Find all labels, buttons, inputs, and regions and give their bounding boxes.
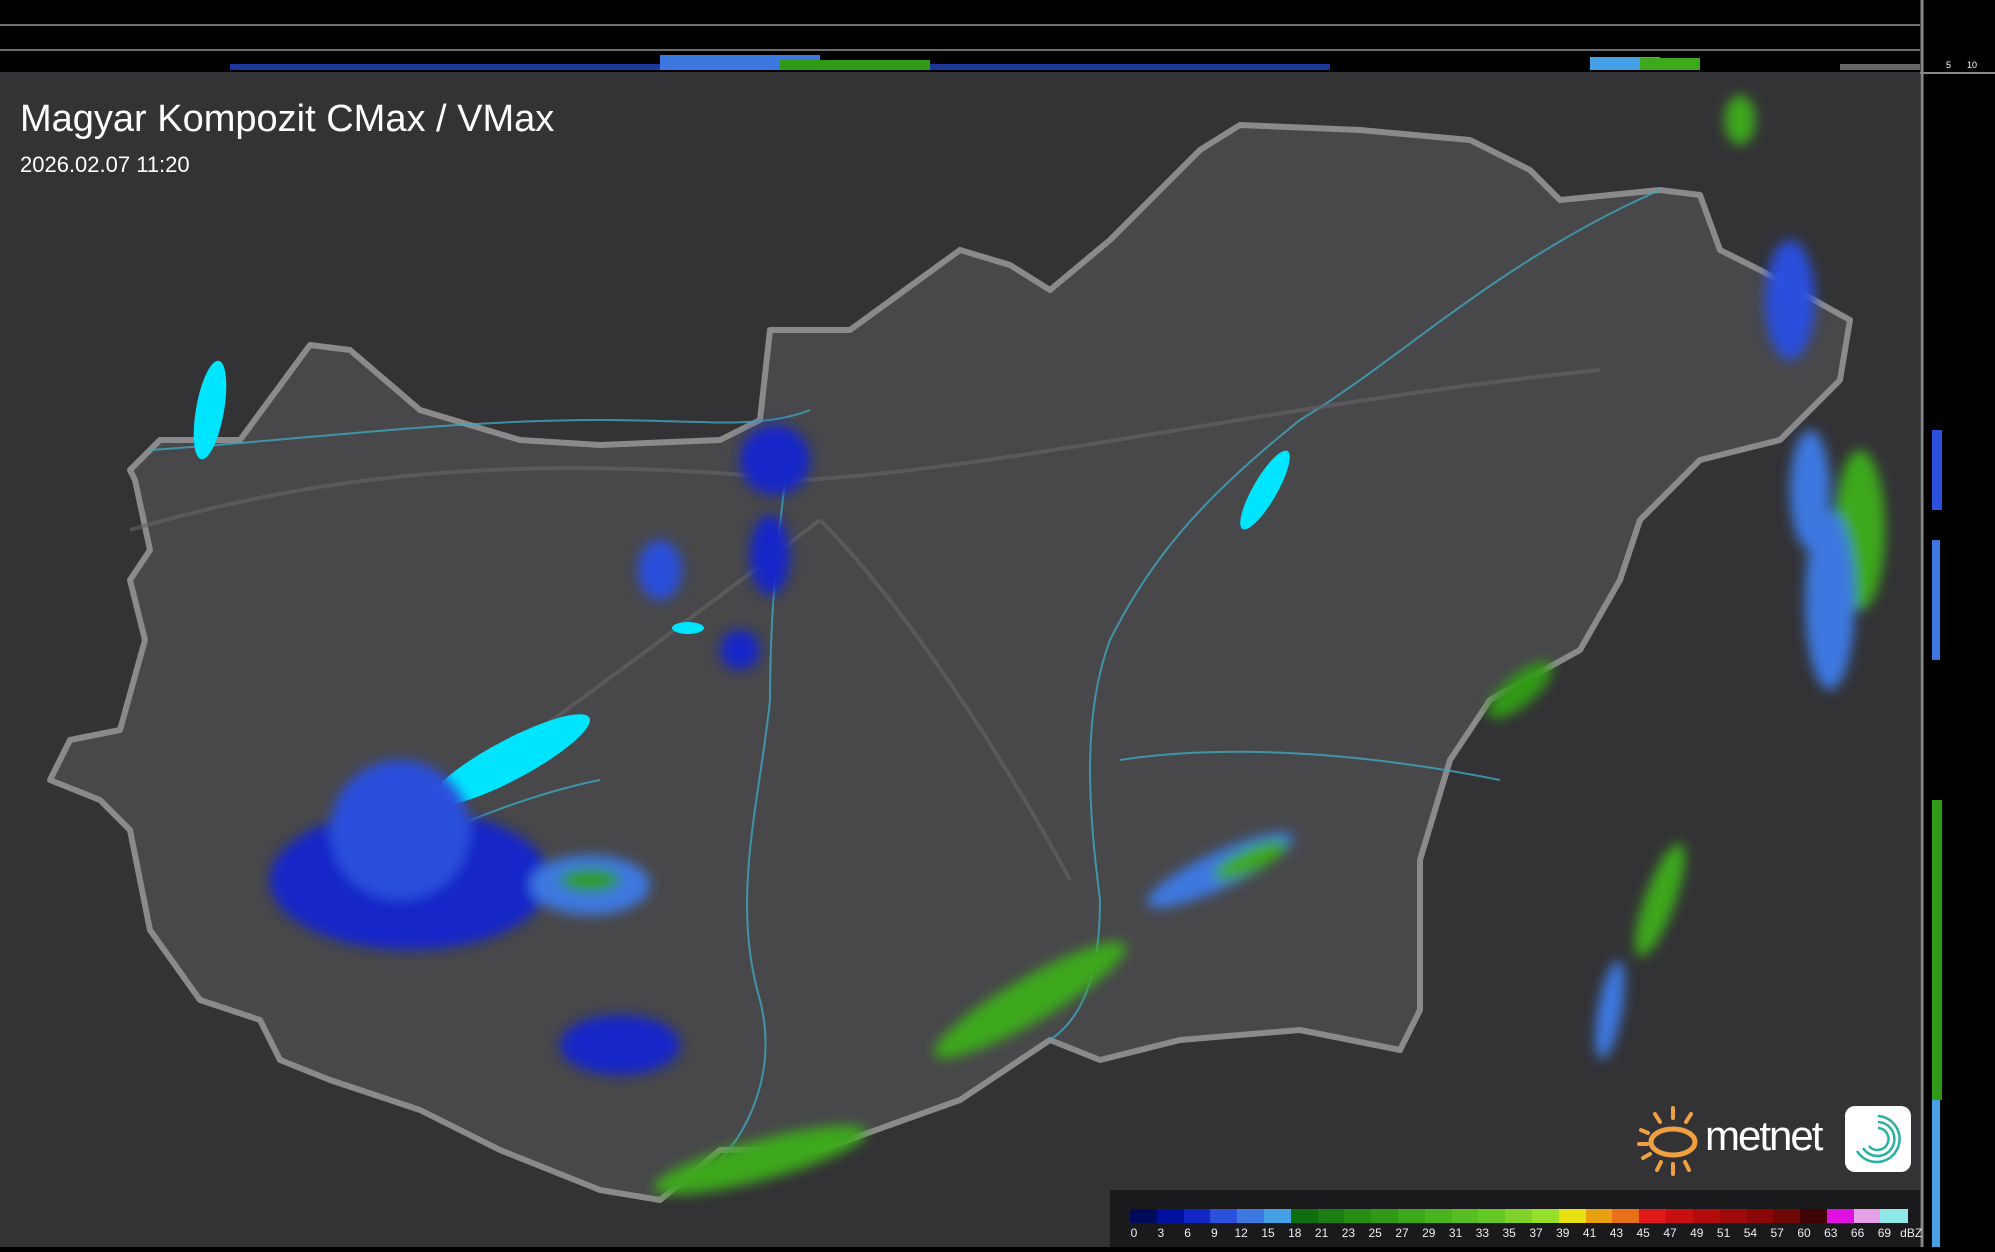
legend-swatch bbox=[1773, 1209, 1801, 1223]
legend-swatch bbox=[1585, 1209, 1613, 1223]
legend-label: 41 bbox=[1582, 1226, 1597, 1240]
legend-label: 31 bbox=[1448, 1226, 1463, 1240]
legend-label: 57 bbox=[1770, 1226, 1784, 1240]
legend-swatch bbox=[1826, 1209, 1855, 1223]
legend-swatch bbox=[1558, 1209, 1587, 1223]
legend-label: 39 bbox=[1556, 1226, 1570, 1240]
legend-swatch bbox=[1424, 1209, 1453, 1223]
legend-swatch bbox=[1853, 1209, 1881, 1223]
legend-label: 0 bbox=[1130, 1226, 1138, 1240]
legend-label: 23 bbox=[1341, 1226, 1356, 1240]
legend-label: 12 bbox=[1234, 1226, 1248, 1240]
lake-tisza bbox=[1240, 450, 1290, 530]
profile-chart bbox=[0, 24, 1920, 70]
map-timestamp: 2026.02.07 11:20 bbox=[20, 152, 190, 177]
legend-label: 47 bbox=[1663, 1226, 1677, 1240]
legend-label: 15 bbox=[1261, 1226, 1275, 1240]
legend-swatch bbox=[1505, 1209, 1533, 1223]
legend-label: 37 bbox=[1529, 1226, 1543, 1240]
legend-swatch bbox=[1344, 1209, 1372, 1223]
legend-label: 21 bbox=[1314, 1226, 1329, 1240]
legend-swatch bbox=[1666, 1209, 1694, 1223]
vertical-profile-strip: 10 5 bbox=[0, 0, 1936, 72]
legend-label: 33 bbox=[1475, 1226, 1490, 1240]
legend-label: 60 bbox=[1797, 1226, 1811, 1240]
legend-unit: dBZ bbox=[1900, 1226, 1923, 1240]
legend-swatch bbox=[1532, 1209, 1560, 1223]
side-profile-strip: 5 10 bbox=[1920, 0, 1995, 1247]
map-title: Magyar Kompozit CMax / VMax bbox=[20, 98, 555, 140]
legend-label: 6 bbox=[1184, 1226, 1191, 1240]
metnet-logo: metnet bbox=[1635, 1100, 1915, 1180]
lakes bbox=[193, 360, 1290, 806]
legend-swatch bbox=[1639, 1209, 1667, 1223]
legend-swatch bbox=[1880, 1209, 1908, 1223]
legend-swatch bbox=[1290, 1209, 1319, 1223]
legend-swatch bbox=[1478, 1209, 1506, 1223]
legend-label: 3 bbox=[1157, 1226, 1165, 1240]
legend-swatch bbox=[1692, 1209, 1721, 1223]
legend-label: 54 bbox=[1743, 1226, 1758, 1240]
lake-balaton bbox=[429, 714, 591, 806]
legend-swatch bbox=[1183, 1209, 1211, 1223]
legend-label: 51 bbox=[1716, 1226, 1731, 1240]
radar-map[interactable] bbox=[0, 72, 1920, 1247]
legend-swatch bbox=[1746, 1209, 1774, 1223]
lake-velence bbox=[672, 622, 704, 634]
legend-label: 63 bbox=[1824, 1226, 1838, 1240]
logo-text: metnet bbox=[1705, 1112, 1823, 1159]
precipitation bbox=[270, 95, 1885, 1195]
legend-label: 29 bbox=[1422, 1226, 1436, 1240]
legend-label: 27 bbox=[1395, 1226, 1409, 1240]
legend-swatch bbox=[1451, 1209, 1479, 1223]
legend-swatch bbox=[1264, 1209, 1292, 1223]
legend-swatch bbox=[1317, 1209, 1345, 1223]
legend-label: 35 bbox=[1502, 1226, 1516, 1240]
legend-swatch bbox=[1130, 1209, 1158, 1223]
sun-logo-icon bbox=[1637, 1106, 1698, 1176]
lake-neusiedl bbox=[193, 360, 227, 460]
legend-swatch bbox=[1371, 1209, 1399, 1223]
legend-swatch bbox=[1210, 1209, 1238, 1223]
legend-swatch bbox=[1156, 1209, 1185, 1223]
legend-label: 9 bbox=[1211, 1226, 1218, 1240]
legend-swatch bbox=[1719, 1209, 1747, 1223]
legend-label: 18 bbox=[1288, 1226, 1302, 1240]
legend-swatch bbox=[1612, 1209, 1640, 1223]
legend-label: 49 bbox=[1690, 1226, 1704, 1240]
legend-label: 66 bbox=[1850, 1226, 1865, 1240]
legend-label: 25 bbox=[1368, 1226, 1382, 1240]
legend-swatch bbox=[1398, 1209, 1426, 1223]
legend-label: 45 bbox=[1636, 1226, 1650, 1240]
swirl-logo-icon bbox=[1845, 1106, 1911, 1172]
profile-tick-h5: 5 bbox=[1946, 60, 1952, 70]
legend-label: 69 bbox=[1877, 1226, 1892, 1240]
profile-tick-h10: 10 bbox=[1967, 60, 1978, 70]
legend-swatch bbox=[1800, 1209, 1828, 1223]
legend-label: 43 bbox=[1609, 1226, 1624, 1240]
dbz-legend: 0 3 6 9 12 15 18 21 23 25 27 29 31 33 35 37 39 41 43 45 47 49… bbox=[1110, 1190, 1923, 1247]
legend-swatch bbox=[1237, 1209, 1265, 1223]
